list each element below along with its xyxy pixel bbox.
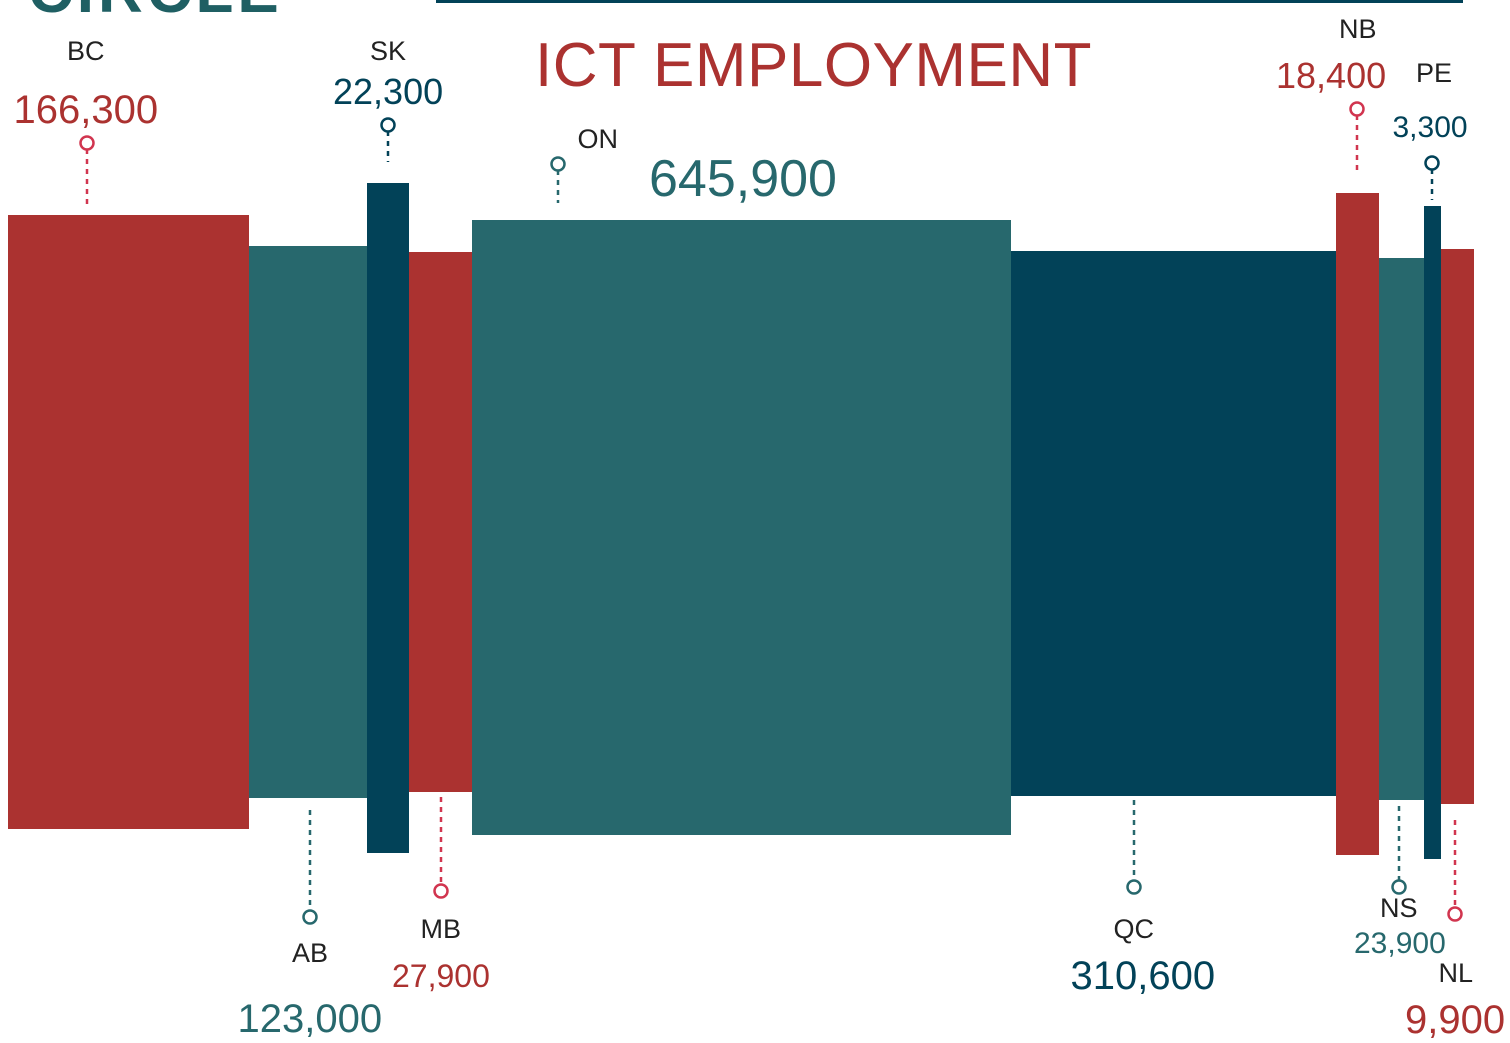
value-label-on: 645,900 xyxy=(649,150,837,208)
pin-marker-qc xyxy=(1126,879,1142,895)
bar-on xyxy=(472,220,1011,835)
value-label-bc: 166,300 xyxy=(13,88,159,132)
pin-marker-nl xyxy=(1447,906,1463,922)
pin-marker-mb xyxy=(433,883,449,899)
value-label-qc: 310,600 xyxy=(1070,954,1216,998)
bar-pe xyxy=(1424,206,1441,859)
header-rule xyxy=(436,0,1463,3)
bar-mb xyxy=(409,252,474,792)
bar-nl xyxy=(1441,249,1474,804)
logo-fragment: CIRCLE xyxy=(28,0,283,27)
value-label-mb: 27,900 xyxy=(392,958,490,994)
bar-ab xyxy=(249,246,369,798)
pin-marker-sk xyxy=(380,117,396,133)
value-label-ab: 123,000 xyxy=(237,997,383,1041)
category-label-mb: MB xyxy=(420,914,462,944)
value-label-nl: 9,900 xyxy=(1405,998,1506,1042)
category-label-pe: PE xyxy=(1416,58,1453,88)
value-label-sk: 22,300 xyxy=(333,71,444,112)
value-label-pe: 3,300 xyxy=(1392,111,1468,144)
category-label-ns: NS xyxy=(1380,893,1418,923)
bar-ns xyxy=(1379,258,1424,800)
category-label-on: ON xyxy=(577,124,619,154)
bar-nb xyxy=(1336,193,1379,855)
bar-sk xyxy=(367,183,409,853)
pin-marker-ab xyxy=(302,909,318,925)
category-label-nl: NL xyxy=(1438,958,1474,988)
category-label-nb: NB xyxy=(1339,14,1377,44)
pin-marker-ns xyxy=(1391,879,1407,895)
value-label-ns: 23,900 xyxy=(1354,927,1446,960)
category-label-bc: BC xyxy=(67,36,105,66)
category-label-sk: SK xyxy=(370,36,407,66)
bar-qc xyxy=(1011,251,1336,796)
chart-title: ICT EMPLOYMENT xyxy=(535,31,1093,100)
category-label-ab: AB xyxy=(292,938,329,968)
pin-marker-on xyxy=(550,156,566,172)
category-label-qc: QC xyxy=(1113,914,1155,944)
pin-marker-pe xyxy=(1424,155,1440,171)
pin-marker-nb xyxy=(1349,101,1365,117)
pin-marker-bc xyxy=(79,135,95,151)
bar-bc xyxy=(8,215,249,829)
value-label-nb: 18,400 xyxy=(1276,55,1387,96)
